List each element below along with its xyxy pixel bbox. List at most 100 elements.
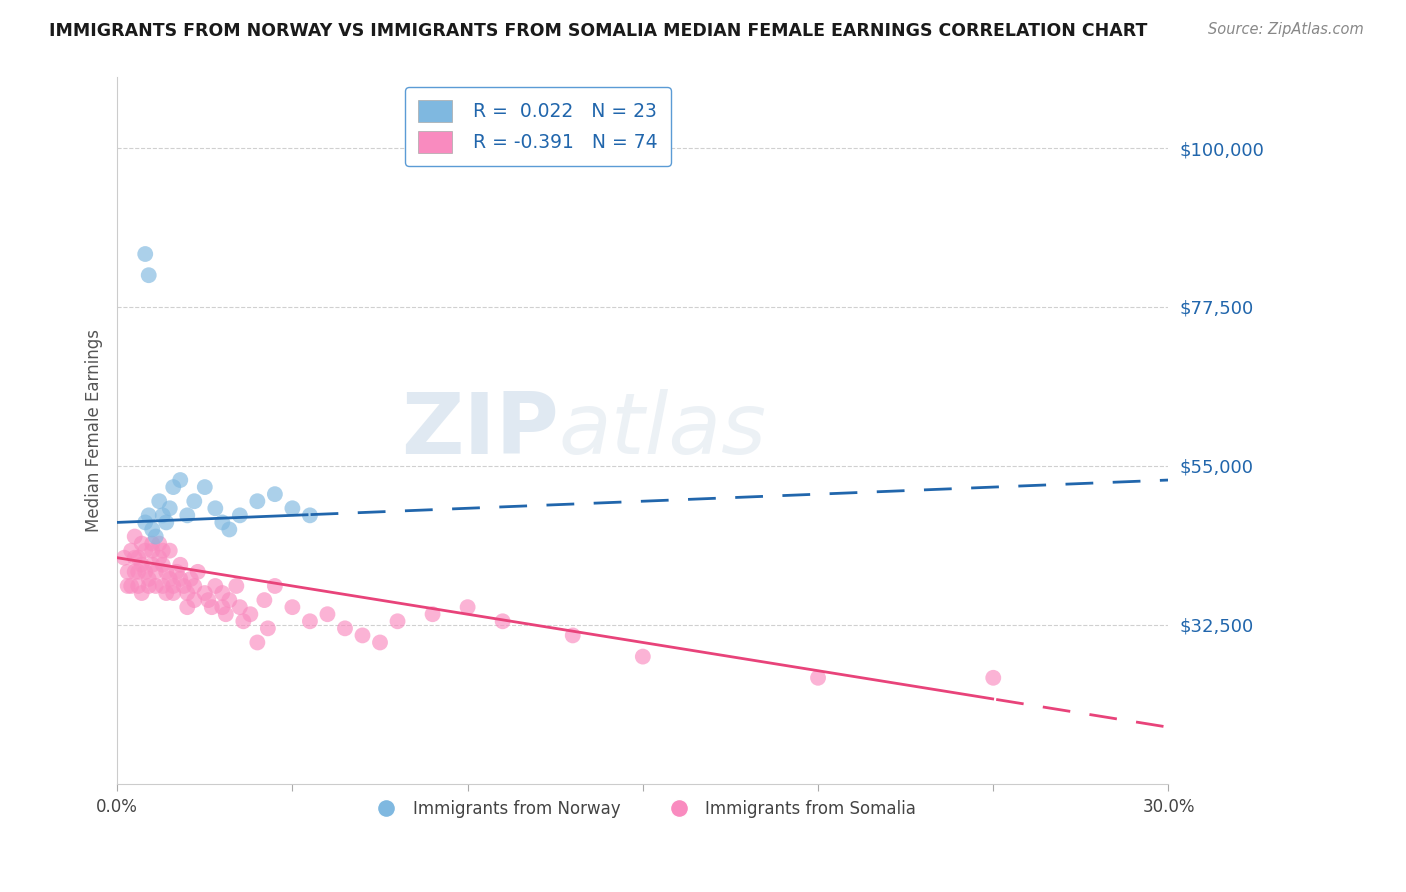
Text: Source: ZipAtlas.com: Source: ZipAtlas.com — [1208, 22, 1364, 37]
Point — [253, 593, 276, 607]
Point — [131, 536, 153, 550]
Point — [134, 543, 156, 558]
Point — [187, 565, 209, 579]
Point — [333, 621, 356, 635]
Point — [218, 523, 240, 537]
Point — [204, 501, 226, 516]
Point — [117, 565, 139, 579]
Point — [169, 572, 191, 586]
Point — [211, 600, 233, 615]
Point — [131, 558, 153, 572]
Point — [194, 480, 217, 494]
Text: ZIP: ZIP — [401, 389, 558, 472]
Point — [138, 508, 160, 523]
Point — [173, 579, 195, 593]
Point — [225, 579, 247, 593]
Point — [141, 558, 163, 572]
Point — [169, 473, 191, 487]
Point — [232, 615, 254, 629]
Point — [148, 536, 170, 550]
Point — [631, 649, 654, 664]
Point — [183, 579, 205, 593]
Point — [264, 487, 287, 501]
Point — [264, 579, 287, 593]
Point — [352, 628, 374, 642]
Point — [155, 565, 177, 579]
Point — [138, 572, 160, 586]
Point — [457, 600, 479, 615]
Point — [134, 516, 156, 530]
Point — [134, 247, 156, 261]
Point — [159, 572, 181, 586]
Point — [134, 565, 156, 579]
Point — [368, 635, 391, 649]
Point — [124, 529, 146, 543]
Point — [148, 550, 170, 565]
Point — [316, 607, 339, 622]
Point — [162, 480, 184, 494]
Point — [197, 593, 219, 607]
Point — [152, 558, 174, 572]
Point — [183, 593, 205, 607]
Point — [124, 550, 146, 565]
Point — [159, 501, 181, 516]
Point — [141, 536, 163, 550]
Point — [145, 529, 167, 543]
Point — [162, 586, 184, 600]
Point — [120, 579, 142, 593]
Point — [127, 565, 149, 579]
Y-axis label: Median Female Earnings: Median Female Earnings — [86, 329, 103, 533]
Text: IMMIGRANTS FROM NORWAY VS IMMIGRANTS FROM SOMALIA MEDIAN FEMALE EARNINGS CORRELA: IMMIGRANTS FROM NORWAY VS IMMIGRANTS FRO… — [49, 22, 1147, 40]
Point — [138, 579, 160, 593]
Point — [155, 516, 177, 530]
Point — [155, 586, 177, 600]
Point — [152, 579, 174, 593]
Point — [141, 523, 163, 537]
Point — [215, 607, 238, 622]
Point — [152, 508, 174, 523]
Point — [229, 600, 252, 615]
Point — [194, 586, 217, 600]
Point — [387, 615, 409, 629]
Point — [281, 501, 304, 516]
Point — [176, 600, 198, 615]
Point — [141, 543, 163, 558]
Point — [120, 543, 142, 558]
Point — [127, 579, 149, 593]
Point — [159, 543, 181, 558]
Point — [176, 586, 198, 600]
Point — [422, 607, 444, 622]
Point — [176, 508, 198, 523]
Point — [218, 593, 240, 607]
Point — [145, 565, 167, 579]
Point — [561, 628, 583, 642]
Point — [148, 494, 170, 508]
Legend: Immigrants from Norway, Immigrants from Somalia: Immigrants from Norway, Immigrants from … — [363, 794, 922, 825]
Point — [201, 600, 224, 615]
Point — [138, 268, 160, 283]
Point — [229, 508, 252, 523]
Point — [298, 615, 321, 629]
Point — [204, 579, 226, 593]
Text: atlas: atlas — [558, 389, 766, 472]
Point — [162, 579, 184, 593]
Point — [257, 621, 280, 635]
Point — [180, 572, 202, 586]
Point — [981, 671, 1004, 685]
Point — [211, 516, 233, 530]
Point — [281, 600, 304, 615]
Point — [112, 550, 135, 565]
Point — [239, 607, 262, 622]
Point — [298, 508, 321, 523]
Point — [169, 558, 191, 572]
Point — [152, 543, 174, 558]
Point — [127, 550, 149, 565]
Point — [246, 494, 269, 508]
Point — [145, 579, 167, 593]
Point — [117, 579, 139, 593]
Point — [246, 635, 269, 649]
Point — [183, 494, 205, 508]
Point — [492, 615, 515, 629]
Point — [131, 586, 153, 600]
Point — [211, 586, 233, 600]
